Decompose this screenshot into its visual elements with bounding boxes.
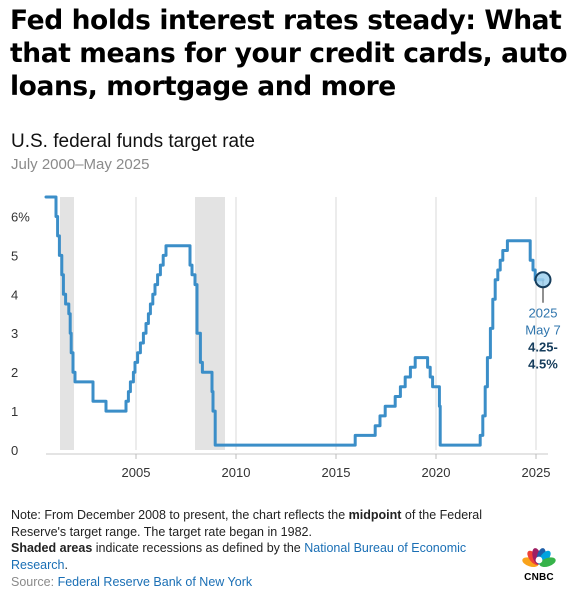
peacock-body	[535, 556, 543, 564]
annotation-value-line2: 4.5%	[528, 357, 558, 372]
annotation-marker	[534, 271, 552, 289]
x-tick-label: 2010	[222, 465, 251, 480]
y-tick-label: 1	[11, 404, 18, 419]
chart-subtitle: July 2000–May 2025	[11, 156, 150, 173]
x-tick-label: 2015	[322, 465, 351, 480]
recession-band-1	[60, 197, 74, 450]
nber-link[interactable]: National Bureau of Economic Research	[11, 541, 467, 572]
y-tick-label: 6%	[11, 209, 30, 224]
x-tick-label: 2005	[122, 465, 151, 480]
rate-line-series	[44, 195, 545, 447]
x-tick-label: 2025	[522, 465, 551, 480]
footnotes: Note: From December 2008 to present, the…	[11, 507, 511, 591]
y-axis: 0 1 2 3 4 5 6%	[11, 209, 30, 458]
y-tick-label: 3	[11, 326, 18, 341]
latest-value-annotation: 2025 May 7 4.25- 4.5%	[525, 271, 561, 372]
rate-chart: 0 1 2 3 4 5 6% 2005 2010 2015 2020 2025 2025 May 7 4…	[11, 195, 561, 480]
x-tick-label: 2020	[422, 465, 451, 480]
y-tick-label: 2	[11, 365, 18, 380]
annotation-date-day: May 7	[525, 323, 560, 338]
note-text: Note: From December 2008 to present, the…	[11, 508, 483, 539]
annotation-date-year: 2025	[529, 306, 558, 321]
y-tick-label: 4	[11, 287, 18, 302]
source-link[interactable]: Federal Reserve Bank of New York	[57, 575, 253, 589]
chart-title: U.S. federal funds target rate	[11, 131, 255, 152]
x-axis: 2005 2010 2015 2020 2025	[122, 454, 551, 480]
peacock-icon	[522, 548, 556, 567]
recession-shading-layer	[60, 197, 225, 450]
series-layer	[44, 195, 545, 447]
source-line: Source: Federal Reserve Bank of New York	[11, 575, 253, 589]
shaded-areas-note: Shaded areas indicate recessions as defi…	[11, 541, 467, 572]
cnbc-wordmark: CNBC	[524, 572, 554, 583]
gridline-layer	[46, 197, 548, 455]
headline: Fed holds interest rates steady: What th…	[10, 5, 568, 102]
y-tick-label: 5	[11, 248, 18, 263]
annotation-value-line1: 4.25-	[528, 340, 558, 355]
cnbc-logo: CNBC	[519, 546, 559, 583]
y-tick-label: 0	[11, 443, 18, 458]
recession-band-2	[195, 197, 225, 450]
peacock-feather	[539, 557, 556, 567]
